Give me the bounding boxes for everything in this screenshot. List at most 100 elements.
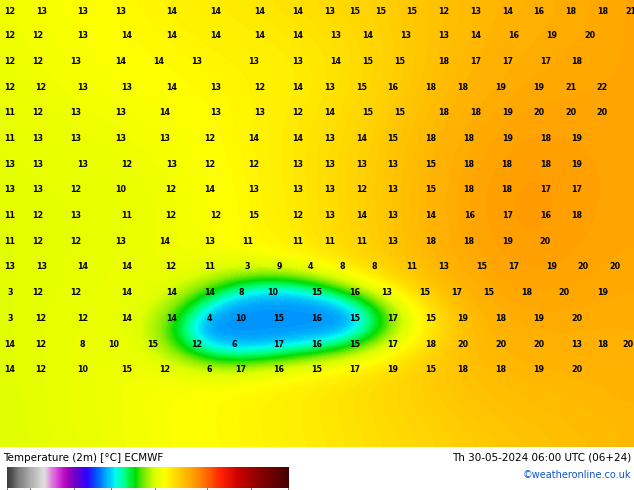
Text: 13: 13 — [77, 7, 88, 16]
Text: 12: 12 — [165, 185, 177, 195]
Text: 13: 13 — [292, 185, 304, 195]
Text: 12: 12 — [4, 83, 16, 92]
Text: 8: 8 — [238, 288, 243, 297]
Text: 18: 18 — [597, 340, 608, 348]
Text: 16: 16 — [349, 288, 361, 297]
Text: 10: 10 — [235, 314, 247, 323]
Text: 12: 12 — [292, 211, 304, 220]
Text: 11: 11 — [292, 237, 304, 246]
Text: 9: 9 — [276, 262, 281, 271]
Text: 13: 13 — [32, 134, 44, 143]
Text: 12: 12 — [4, 31, 16, 40]
Text: 13: 13 — [324, 83, 335, 92]
Text: 4: 4 — [207, 314, 212, 323]
Text: 19: 19 — [495, 83, 507, 92]
Text: 18: 18 — [470, 108, 481, 117]
Text: 19: 19 — [533, 365, 545, 374]
Text: 14: 14 — [362, 31, 373, 40]
Text: 14: 14 — [470, 31, 481, 40]
Text: 15: 15 — [482, 288, 494, 297]
Text: 12: 12 — [210, 211, 221, 220]
Text: 14: 14 — [165, 31, 177, 40]
Text: 19: 19 — [501, 108, 513, 117]
Text: 11: 11 — [242, 237, 253, 246]
Text: 14: 14 — [115, 57, 126, 66]
Text: 13: 13 — [254, 108, 266, 117]
Text: 14: 14 — [425, 211, 437, 220]
Text: 15: 15 — [273, 314, 285, 323]
Text: 18: 18 — [597, 7, 608, 16]
Text: 8: 8 — [372, 262, 377, 271]
Text: 3: 3 — [8, 288, 13, 297]
Text: 18: 18 — [463, 134, 475, 143]
Text: 17: 17 — [501, 211, 513, 220]
Text: 10: 10 — [115, 185, 126, 195]
Text: 13: 13 — [70, 211, 82, 220]
Text: 14: 14 — [165, 314, 177, 323]
Text: 18: 18 — [540, 134, 551, 143]
Text: 4: 4 — [308, 262, 313, 271]
Text: 13: 13 — [324, 211, 335, 220]
Text: 18: 18 — [495, 314, 507, 323]
Text: 12: 12 — [254, 83, 266, 92]
Text: 12: 12 — [70, 185, 82, 195]
Text: 10: 10 — [108, 340, 120, 348]
Text: 15: 15 — [406, 7, 418, 16]
Text: 13: 13 — [4, 185, 16, 195]
Text: 13: 13 — [32, 160, 44, 169]
Text: 12: 12 — [248, 160, 259, 169]
Text: 16: 16 — [463, 211, 475, 220]
Text: 12: 12 — [204, 160, 215, 169]
Text: 14: 14 — [165, 7, 177, 16]
Text: 10: 10 — [267, 288, 278, 297]
Text: 12: 12 — [70, 237, 82, 246]
Text: 19: 19 — [501, 237, 513, 246]
Text: 12: 12 — [204, 134, 215, 143]
Text: 18: 18 — [540, 160, 551, 169]
Text: 13: 13 — [387, 185, 399, 195]
Text: 18: 18 — [521, 288, 532, 297]
Text: 18: 18 — [565, 7, 576, 16]
Text: 19: 19 — [533, 314, 545, 323]
Text: 13: 13 — [571, 340, 583, 348]
Text: 12: 12 — [191, 340, 202, 348]
Text: ©weatheronline.co.uk: ©weatheronline.co.uk — [522, 470, 631, 480]
Text: 13: 13 — [159, 134, 171, 143]
Text: 15: 15 — [121, 365, 133, 374]
Text: 20: 20 — [559, 288, 570, 297]
Text: 14: 14 — [4, 365, 16, 374]
Text: 13: 13 — [387, 160, 399, 169]
Text: 20: 20 — [533, 340, 545, 348]
Text: 12: 12 — [159, 365, 171, 374]
Text: 15: 15 — [248, 211, 259, 220]
Text: 15: 15 — [476, 262, 488, 271]
Text: 14: 14 — [292, 7, 304, 16]
Text: 14: 14 — [153, 57, 164, 66]
Text: 13: 13 — [387, 237, 399, 246]
Text: 12: 12 — [32, 288, 44, 297]
Text: 21: 21 — [565, 83, 576, 92]
Text: 14: 14 — [121, 288, 133, 297]
Text: 22: 22 — [597, 83, 608, 92]
Text: 20: 20 — [597, 108, 608, 117]
Text: 11: 11 — [4, 134, 16, 143]
Text: 18: 18 — [463, 185, 475, 195]
Text: 13: 13 — [324, 7, 335, 16]
Text: 14: 14 — [292, 83, 304, 92]
Text: 13: 13 — [4, 262, 16, 271]
Text: 13: 13 — [210, 83, 221, 92]
Text: 13: 13 — [77, 83, 88, 92]
Text: 18: 18 — [438, 108, 450, 117]
Text: 18: 18 — [425, 237, 437, 246]
Text: 17: 17 — [540, 185, 551, 195]
Text: 14: 14 — [356, 211, 367, 220]
Text: 15: 15 — [387, 134, 399, 143]
Text: 13: 13 — [248, 57, 259, 66]
Text: 15: 15 — [349, 314, 361, 323]
Text: 18: 18 — [457, 83, 469, 92]
Text: 14: 14 — [248, 134, 259, 143]
Text: 15: 15 — [146, 340, 158, 348]
Text: 15: 15 — [419, 288, 430, 297]
Text: 17: 17 — [451, 288, 462, 297]
Text: 17: 17 — [235, 365, 247, 374]
